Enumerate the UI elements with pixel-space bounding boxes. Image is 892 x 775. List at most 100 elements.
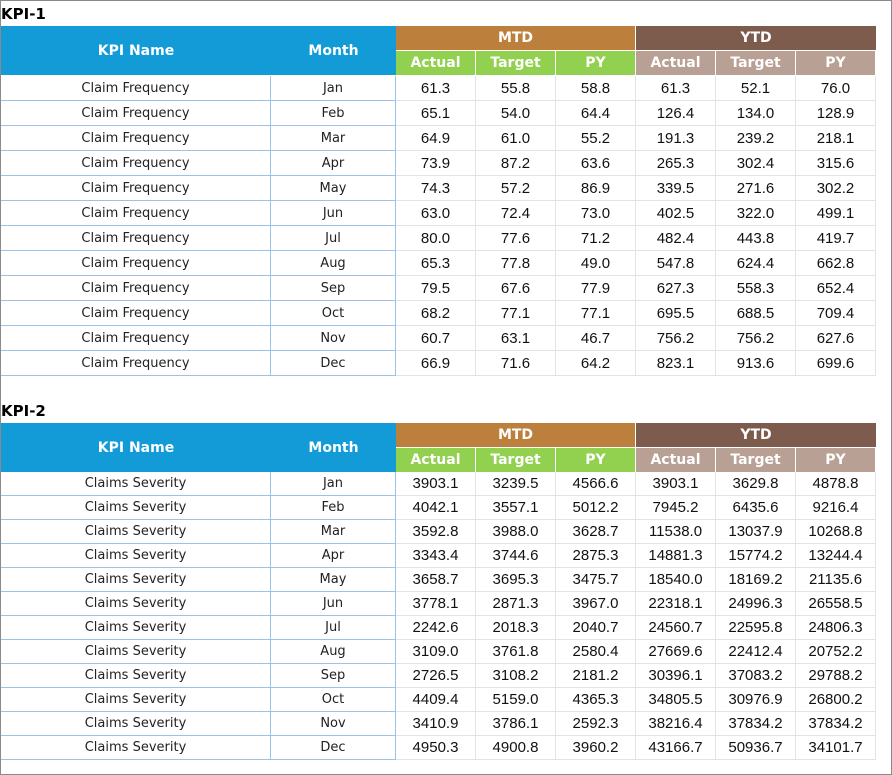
number-cell: 73.9: [396, 151, 476, 176]
text-cell: Mar: [271, 520, 396, 544]
number-cell: 87.2: [476, 151, 556, 176]
number-cell: 4566.6: [556, 472, 636, 496]
subheader-cell: PY: [556, 447, 636, 472]
number-cell: 22318.1: [636, 592, 716, 616]
number-cell: 2181.2: [556, 664, 636, 688]
text-cell: Claims Severity: [1, 688, 271, 712]
text-cell: Claims Severity: [1, 640, 271, 664]
number-cell: 4878.8: [796, 472, 876, 496]
number-cell: 134.0: [716, 101, 796, 126]
number-cell: 86.9: [556, 176, 636, 201]
number-cell: 77.8: [476, 251, 556, 276]
number-cell: 3903.1: [636, 472, 716, 496]
number-cell: 3108.2: [476, 664, 556, 688]
number-cell: 77.1: [476, 301, 556, 326]
number-cell: 315.6: [796, 151, 876, 176]
number-cell: 265.3: [636, 151, 716, 176]
number-cell: 2242.6: [396, 616, 476, 640]
number-cell: 18169.2: [716, 568, 796, 592]
text-cell: Apr: [271, 544, 396, 568]
number-cell: 756.2: [716, 326, 796, 351]
number-cell: 128.9: [796, 101, 876, 126]
number-cell: 37834.2: [716, 712, 796, 736]
number-cell: 627.6: [796, 326, 876, 351]
number-cell: 3475.7: [556, 568, 636, 592]
number-cell: 3343.4: [396, 544, 476, 568]
number-cell: 3109.0: [396, 640, 476, 664]
number-cell: 64.9: [396, 126, 476, 151]
number-cell: 49.0: [556, 251, 636, 276]
number-cell: 63.6: [556, 151, 636, 176]
text-cell: Dec: [271, 736, 396, 760]
number-cell: 77.9: [556, 276, 636, 301]
text-cell: Claim Frequency: [1, 301, 271, 326]
text-cell: Claim Frequency: [1, 326, 271, 351]
subheader-cell: Actual: [636, 50, 716, 75]
number-cell: 4950.3: [396, 736, 476, 760]
number-cell: 627.3: [636, 276, 716, 301]
text-cell: Aug: [271, 251, 396, 276]
number-cell: 66.9: [396, 351, 476, 376]
number-cell: 63.0: [396, 201, 476, 226]
number-cell: 756.2: [636, 326, 716, 351]
number-cell: 6435.6: [716, 496, 796, 520]
number-cell: 18540.0: [636, 568, 716, 592]
text-cell: Claims Severity: [1, 736, 271, 760]
number-cell: 52.1: [716, 76, 796, 101]
number-cell: 61.3: [396, 76, 476, 101]
text-cell: Claim Frequency: [1, 151, 271, 176]
number-cell: 823.1: [636, 351, 716, 376]
subheader-cell: Actual: [396, 50, 476, 75]
number-cell: 126.4: [636, 101, 716, 126]
text-cell: Aug: [271, 640, 396, 664]
number-cell: 24996.3: [716, 592, 796, 616]
number-cell: 22412.4: [716, 640, 796, 664]
number-cell: 65.1: [396, 101, 476, 126]
number-cell: 77.6: [476, 226, 556, 251]
number-cell: 443.8: [716, 226, 796, 251]
subheader-cell: Target: [716, 447, 796, 472]
text-cell: Claim Frequency: [1, 276, 271, 301]
group-header: MTD: [396, 423, 636, 447]
number-cell: 3592.8: [396, 520, 476, 544]
text-cell: Jul: [271, 226, 396, 251]
number-cell: 3988.0: [476, 520, 556, 544]
number-cell: 3695.3: [476, 568, 556, 592]
number-cell: 13037.9: [716, 520, 796, 544]
number-cell: 482.4: [636, 226, 716, 251]
header-cell: KPI Name: [1, 26, 271, 75]
number-cell: 63.1: [476, 326, 556, 351]
number-cell: 15774.2: [716, 544, 796, 568]
number-cell: 547.8: [636, 251, 716, 276]
number-cell: 3239.5: [476, 472, 556, 496]
text-cell: Claim Frequency: [1, 251, 271, 276]
number-cell: 322.0: [716, 201, 796, 226]
number-cell: 913.6: [716, 351, 796, 376]
table-title: KPI-2: [1, 402, 46, 420]
number-cell: 60.7: [396, 326, 476, 351]
text-cell: Apr: [271, 151, 396, 176]
number-cell: 21135.6: [796, 568, 876, 592]
number-cell: 4042.1: [396, 496, 476, 520]
number-cell: 74.3: [396, 176, 476, 201]
text-cell: Sep: [271, 276, 396, 301]
number-cell: 57.2: [476, 176, 556, 201]
number-cell: 68.2: [396, 301, 476, 326]
number-cell: 2592.3: [556, 712, 636, 736]
number-cell: 14881.3: [636, 544, 716, 568]
header-cell: Month: [271, 26, 396, 75]
text-cell: Nov: [271, 712, 396, 736]
number-cell: 77.1: [556, 301, 636, 326]
number-cell: 699.6: [796, 351, 876, 376]
number-cell: 3778.1: [396, 592, 476, 616]
text-cell: Claims Severity: [1, 712, 271, 736]
header-cell: Month: [271, 423, 396, 472]
number-cell: 3903.1: [396, 472, 476, 496]
number-cell: 37083.2: [716, 664, 796, 688]
number-cell: 3761.8: [476, 640, 556, 664]
number-cell: 2580.4: [556, 640, 636, 664]
number-cell: 43166.7: [636, 736, 716, 760]
number-cell: 71.2: [556, 226, 636, 251]
text-cell: Claims Severity: [1, 592, 271, 616]
